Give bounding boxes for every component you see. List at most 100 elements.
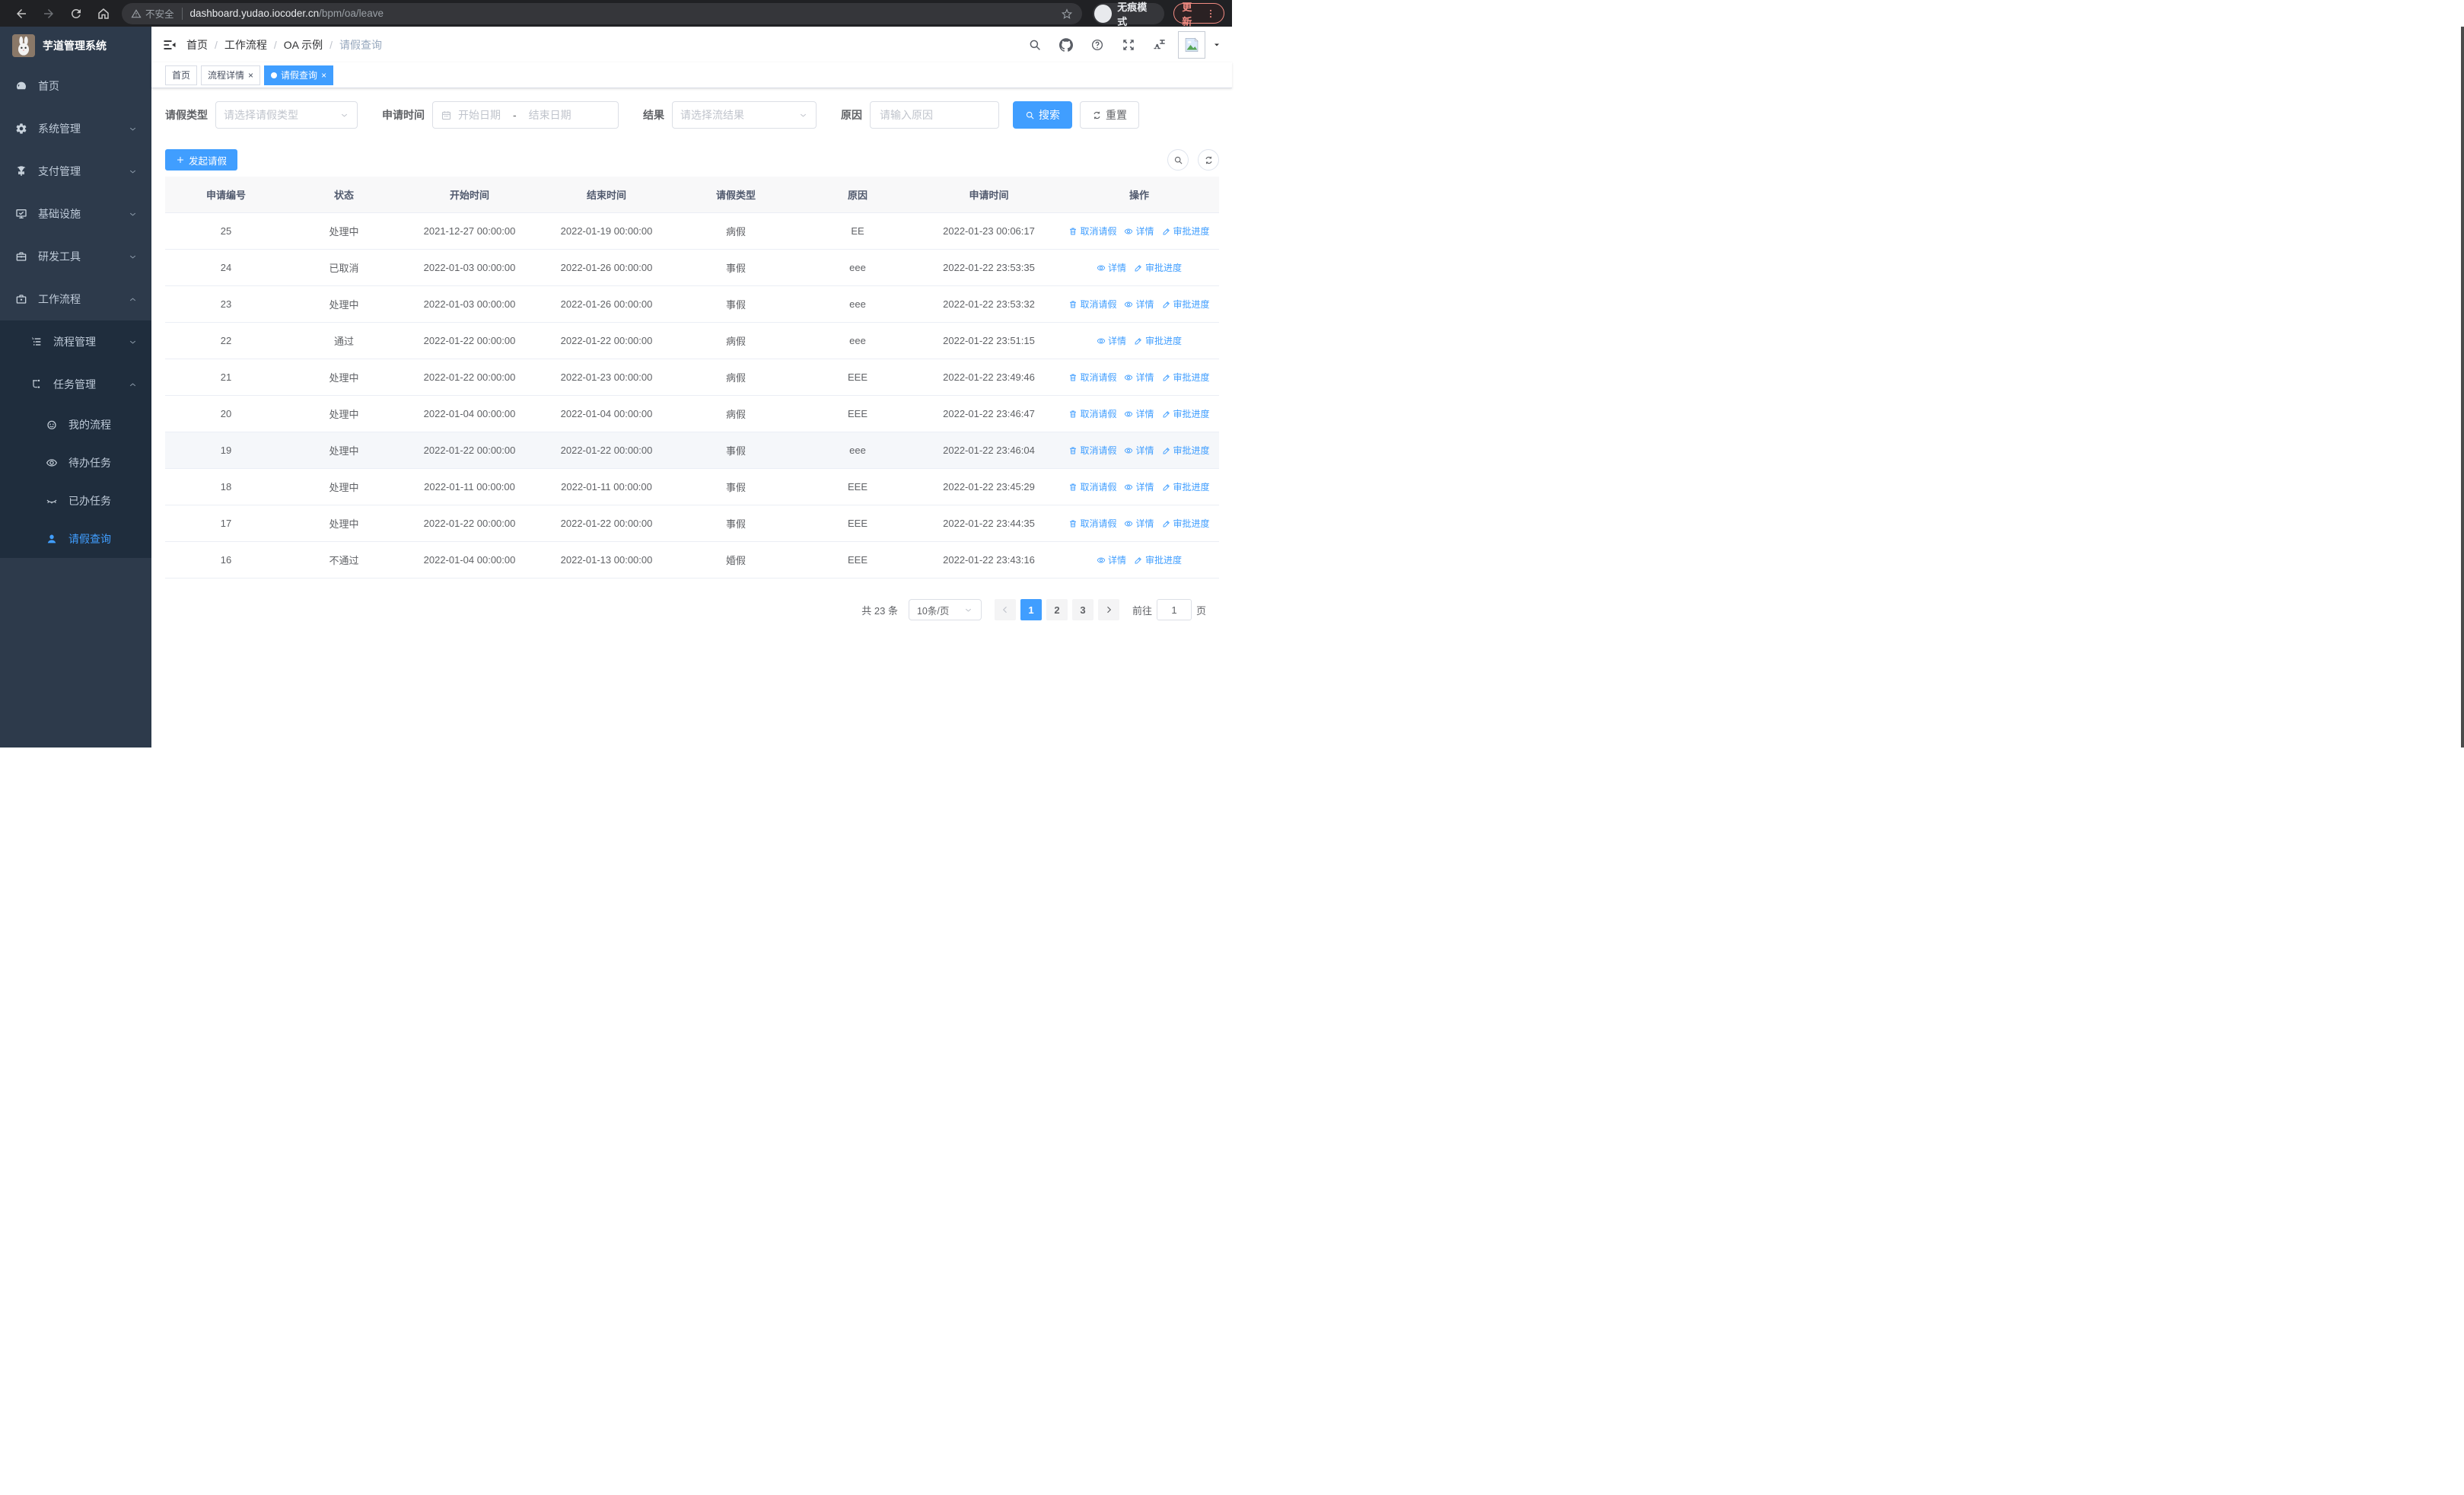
detail-link[interactable]: 详情: [1124, 480, 1154, 493]
chevron-left-icon: [1001, 605, 1010, 614]
reload-icon[interactable]: [69, 7, 83, 21]
sidebar-item-done-tasks[interactable]: 已办任务: [0, 482, 151, 520]
detail-link[interactable]: 详情: [1097, 553, 1126, 566]
home-icon[interactable]: [97, 7, 110, 21]
apply-time-range-picker[interactable]: 开始日期 - 结束日期: [432, 101, 619, 129]
column-header: 请假类型: [715, 190, 756, 201]
sidebar-item-task-mgmt[interactable]: 任务管理: [0, 363, 151, 406]
page-button-2[interactable]: 2: [1046, 599, 1068, 620]
browser-update-button[interactable]: 更新: [1173, 2, 1224, 27]
sidebar-item-label: 系统管理: [38, 123, 81, 135]
sidebar-item-process-mgmt[interactable]: 流程管理: [0, 320, 151, 363]
detail-link[interactable]: 详情: [1124, 517, 1154, 530]
edit-icon: [1162, 373, 1171, 382]
cell-leave-type: 病假: [725, 409, 746, 420]
search-button[interactable]: 搜索: [1013, 101, 1072, 129]
cell-leave-type: 事假: [725, 482, 746, 493]
avatar-caret-down-icon[interactable]: [1212, 40, 1221, 49]
progress-link[interactable]: 审批进度: [1134, 553, 1182, 566]
view-tab[interactable]: 流程详情 ×: [201, 65, 261, 85]
page-button-3[interactable]: 3: [1071, 599, 1094, 620]
cancel-link[interactable]: 取消请假: [1068, 371, 1116, 384]
view-tab[interactable]: 请假查询 ×: [264, 65, 334, 85]
cancel-link[interactable]: 取消请假: [1068, 225, 1116, 237]
sidebar-item-payment[interactable]: 支付管理: [0, 150, 151, 193]
progress-link[interactable]: 审批进度: [1134, 334, 1182, 347]
sidebar-item-leave-query[interactable]: 请假查询: [0, 520, 151, 558]
github-button[interactable]: [1053, 32, 1079, 58]
progress-link[interactable]: 审批进度: [1162, 298, 1210, 311]
next-page-button[interactable]: [1097, 599, 1119, 620]
refresh-table-button[interactable]: [1198, 149, 1219, 171]
sidebar-item-workflow[interactable]: 工作流程: [0, 278, 151, 320]
toggle-search-button[interactable]: [1167, 149, 1189, 171]
detail-link[interactable]: 详情: [1124, 225, 1154, 237]
result-select[interactable]: 请选择流结果: [672, 101, 817, 129]
browser-scrollbar[interactable]: [2461, 27, 2464, 748]
bookmark-star-icon[interactable]: [1061, 8, 1073, 20]
avatar[interactable]: [1178, 30, 1205, 59]
security-chip[interactable]: 不安全: [131, 6, 174, 21]
cell-end-time: 2022-01-26 00:00:00: [560, 262, 653, 273]
reason-input[interactable]: [871, 102, 998, 128]
sidebar-item-devtools[interactable]: 研发工具: [0, 235, 151, 278]
reset-button[interactable]: 重置: [1080, 101, 1139, 129]
breadcrumb-item[interactable]: 首页: [186, 38, 208, 51]
progress-link[interactable]: 审批进度: [1162, 371, 1210, 384]
progress-link[interactable]: 审批进度: [1162, 480, 1210, 493]
sidebar-fold-icon[interactable]: [162, 37, 177, 53]
progress-link[interactable]: 审批进度: [1162, 225, 1210, 237]
close-icon[interactable]: ×: [321, 69, 327, 81]
view-tab[interactable]: 首页: [165, 65, 198, 85]
table-row: 25 处理中 2021-12-27 00:00:00 2022-01-19 00:00…: [165, 213, 1219, 250]
cell-start-time: 2022-01-03 00:00:00: [423, 298, 516, 310]
sidebar-item-todo-tasks[interactable]: 待办任务: [0, 444, 151, 482]
progress-link[interactable]: 审批进度: [1134, 261, 1182, 274]
cancel-link[interactable]: 取消请假: [1068, 298, 1116, 311]
forward-icon[interactable]: [42, 7, 56, 21]
sidebar-item-system[interactable]: 系统管理: [0, 107, 151, 150]
detail-link[interactable]: 详情: [1124, 444, 1154, 457]
cell-actions: 取消请假 详情 审批进度: [1059, 407, 1219, 420]
menu-dots-icon[interactable]: [1205, 8, 1216, 19]
page-button-1[interactable]: 1: [1020, 599, 1042, 620]
cell-start-time: 2022-01-04 00:00:00: [423, 408, 516, 419]
gear-icon: [15, 123, 27, 135]
help-button[interactable]: [1084, 32, 1110, 58]
goto-page-input[interactable]: [1156, 599, 1192, 620]
progress-link[interactable]: 审批进度: [1162, 517, 1210, 530]
cancel-link[interactable]: 取消请假: [1068, 444, 1116, 457]
sidebar-item-home[interactable]: 首页: [0, 65, 151, 107]
font-size-button[interactable]: [1147, 32, 1173, 58]
prev-page-button[interactable]: [994, 599, 1016, 620]
page-size-select[interactable]: 10条/页: [908, 599, 982, 620]
sidebar-item-my-process[interactable]: 我的流程: [0, 406, 151, 444]
cancel-link[interactable]: 取消请假: [1068, 407, 1116, 420]
back-icon[interactable]: [14, 7, 28, 21]
detail-link[interactable]: 详情: [1124, 298, 1154, 311]
detail-link[interactable]: 详情: [1124, 371, 1154, 384]
detail-link[interactable]: 详情: [1124, 407, 1154, 420]
close-icon[interactable]: ×: [248, 69, 254, 81]
fullscreen-button[interactable]: [1116, 32, 1141, 58]
address-bar[interactable]: 不安全 dashboard.yudao.iocoder.cn/bpm/oa/le…: [122, 2, 1082, 24]
sidebar-item-infra[interactable]: 基础设施: [0, 193, 151, 235]
detail-link[interactable]: 详情: [1097, 261, 1126, 274]
cancel-link[interactable]: 取消请假: [1068, 480, 1116, 493]
header-search-button[interactable]: [1022, 32, 1048, 58]
breadcrumb-item[interactable]: OA 示例: [283, 38, 323, 51]
create-leave-button[interactable]: 发起请假: [165, 149, 238, 171]
progress-link[interactable]: 审批进度: [1162, 444, 1210, 457]
sidebar-menu: 首页系统管理支付管理 基础设施 研发工具 工作流程 流程管理 任务管理 我的流程 待办任务 已办…: [0, 65, 151, 558]
eye-icon: [1124, 446, 1133, 455]
leave-type-select[interactable]: 请选择请假类型: [215, 101, 358, 129]
cancel-link[interactable]: 取消请假: [1068, 517, 1116, 530]
chevron-down-icon: [128, 337, 138, 347]
breadcrumb-item[interactable]: 工作流程: [224, 38, 267, 51]
app-logo-row[interactable]: 芋道管理系统: [0, 27, 151, 65]
progress-link[interactable]: 审批进度: [1162, 407, 1210, 420]
divider: [181, 7, 183, 20]
cell-end-time: 2022-01-23 00:00:00: [560, 371, 653, 383]
breadcrumb-separator: /: [329, 38, 333, 51]
detail-link[interactable]: 详情: [1097, 334, 1126, 347]
